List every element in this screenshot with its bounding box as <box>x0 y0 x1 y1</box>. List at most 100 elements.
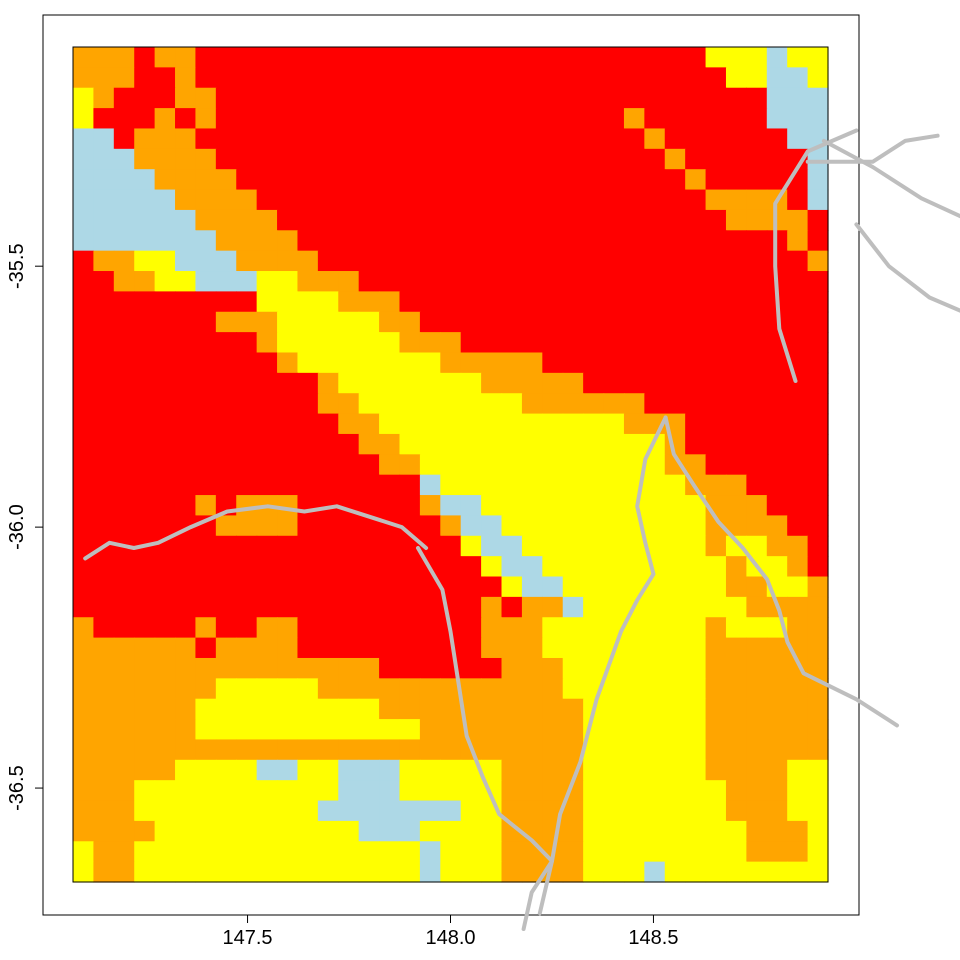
raster-cell <box>277 515 299 537</box>
raster-cell <box>256 311 278 333</box>
raster-cell <box>705 576 727 598</box>
raster-cell <box>603 454 625 476</box>
raster-cell <box>236 515 258 537</box>
raster-cell <box>440 209 462 231</box>
raster-cell <box>358 556 380 578</box>
raster-cell <box>175 454 197 476</box>
raster-cell <box>338 352 360 374</box>
raster-cell <box>277 820 299 842</box>
raster-cell <box>93 148 115 170</box>
raster-cell <box>746 311 768 333</box>
raster-cell <box>73 515 95 537</box>
raster-cell <box>419 637 441 659</box>
raster-cell <box>562 719 584 741</box>
raster-cell <box>603 209 625 231</box>
raster-cell <box>440 67 462 89</box>
raster-cell <box>705 47 727 68</box>
raster-cell <box>419 271 441 292</box>
raster-cell <box>93 108 115 130</box>
raster-cell <box>481 617 503 639</box>
raster-cell <box>134 800 156 822</box>
raster-cell <box>399 678 421 700</box>
raster-cell <box>317 67 339 89</box>
raster-cell <box>379 637 401 659</box>
raster-cell <box>73 433 95 455</box>
raster-cell <box>215 311 237 333</box>
raster-cell <box>277 719 299 741</box>
raster-cell <box>623 169 645 191</box>
raster-cell <box>134 67 156 89</box>
raster-cell <box>236 495 258 517</box>
raster-cell <box>236 47 258 68</box>
raster-cell <box>93 637 115 659</box>
raster-cell <box>358 495 380 517</box>
raster-cell <box>501 759 523 781</box>
raster-cell <box>379 678 401 700</box>
raster-cell <box>236 556 258 578</box>
raster-cell <box>460 87 482 109</box>
raster-cell <box>134 576 156 598</box>
raster-cell <box>419 393 441 415</box>
raster-cell <box>685 128 707 150</box>
raster-cell <box>542 372 564 394</box>
raster-cell <box>419 861 441 883</box>
raster-cell <box>195 474 217 496</box>
raster-cell <box>236 678 258 700</box>
raster-cell <box>113 739 135 761</box>
raster-cell <box>215 271 237 292</box>
raster-cell <box>338 433 360 455</box>
raster-cell <box>134 433 156 455</box>
raster-cell <box>236 576 258 598</box>
raster-cell <box>603 108 625 130</box>
raster-cell <box>256 800 278 822</box>
raster-cell <box>379 250 401 272</box>
raster-cell <box>277 596 299 618</box>
raster-cell <box>481 230 503 252</box>
raster-cell <box>277 780 299 802</box>
raster-cell <box>419 495 441 517</box>
raster-cell <box>521 861 543 883</box>
raster-cell <box>358 861 380 883</box>
raster-cell <box>419 433 441 455</box>
raster-cell <box>562 637 584 659</box>
raster-cell <box>93 413 115 435</box>
raster-cell <box>317 800 339 822</box>
raster-cell <box>664 209 686 231</box>
raster-cell <box>746 433 768 455</box>
raster-cell <box>766 250 788 272</box>
raster-cell <box>542 311 564 333</box>
raster-cell <box>583 861 605 883</box>
raster-cell <box>297 209 319 231</box>
raster-cell <box>113 47 135 68</box>
raster-cell <box>664 189 686 211</box>
raster-cell <box>460 352 482 374</box>
raster-cell <box>521 67 543 89</box>
raster-cell <box>562 617 584 639</box>
raster-cell <box>685 759 707 781</box>
raster-cell <box>787 332 809 354</box>
raster-cell <box>746 719 768 741</box>
raster-cell <box>766 108 788 130</box>
raster-cell <box>113 169 135 191</box>
raster-cell <box>644 698 666 720</box>
raster-cell <box>705 637 727 659</box>
raster-cell <box>175 108 197 130</box>
raster-cell <box>73 556 95 578</box>
raster-cell <box>787 67 809 89</box>
raster-cell <box>501 413 523 435</box>
raster-cell <box>521 128 543 150</box>
raster-cell <box>338 800 360 822</box>
raster-cell <box>256 230 278 252</box>
raster-cell <box>705 128 727 150</box>
raster-cell <box>379 372 401 394</box>
raster-cell <box>623 311 645 333</box>
raster-cell <box>787 739 809 761</box>
raster-cell <box>583 108 605 130</box>
raster-cell <box>317 535 339 557</box>
raster-cell <box>623 617 645 639</box>
raster-cell <box>440 108 462 130</box>
raster-cell <box>664 637 686 659</box>
raster-cell <box>685 739 707 761</box>
raster-cell <box>379 87 401 109</box>
raster-cell <box>562 230 584 252</box>
